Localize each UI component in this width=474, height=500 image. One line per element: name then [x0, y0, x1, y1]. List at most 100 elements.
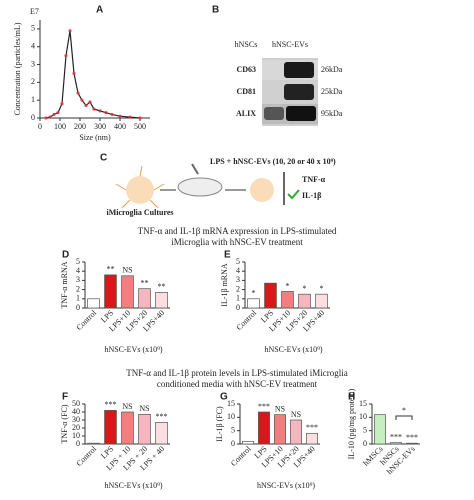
- panel-label: C: [100, 153, 107, 164]
- y-tick-label: 15: [359, 399, 367, 408]
- y-tick-label: 4: [76, 266, 80, 275]
- bar: [121, 275, 134, 309]
- y-tick-label: 15: [227, 399, 235, 408]
- significance: ***: [406, 433, 418, 442]
- significance: ***: [258, 402, 270, 411]
- y-tick-label: 2: [236, 284, 240, 293]
- x-axis-label: hNSC-EVs (x10⁹): [104, 345, 162, 354]
- bar: [306, 432, 318, 445]
- point: [60, 102, 64, 106]
- x-axis-label: hNSC-EVs (x10⁹): [104, 481, 162, 490]
- significance: **: [158, 282, 166, 291]
- point: [64, 54, 68, 58]
- bracket: [395, 415, 413, 420]
- x-tick-label: 0: [38, 122, 42, 131]
- blot-row-label: ALIX: [236, 109, 256, 118]
- pipette: [191, 163, 199, 175]
- x-axis-label: Size (nm): [79, 133, 111, 142]
- bar: [138, 288, 151, 309]
- y-tick-label: 4: [31, 42, 35, 51]
- significance: NS: [122, 402, 132, 411]
- y-tick-label: 0: [363, 439, 367, 448]
- panel-label: H: [348, 392, 355, 403]
- point: [104, 111, 108, 115]
- blot-band: [286, 106, 316, 121]
- y-tick-label: 20: [72, 423, 80, 432]
- point: [72, 71, 76, 76]
- bar: [274, 414, 286, 445]
- y-tick-label: 5: [76, 257, 80, 266]
- y-tick-label: 2: [31, 77, 35, 86]
- significance: **: [107, 265, 115, 274]
- bar: [87, 442, 100, 445]
- point: [92, 107, 96, 111]
- y-axis-label: TNF-α mRNA: [60, 261, 69, 308]
- bar: [104, 274, 117, 309]
- y-tick-label: 5: [231, 425, 235, 434]
- section-title: conditioned media with hNSC-EV treatment: [157, 379, 318, 389]
- y-tick-label: 2: [76, 284, 80, 293]
- bar: [138, 414, 151, 445]
- x-tick-label: 500: [134, 122, 146, 131]
- bar: [298, 293, 311, 309]
- point: [84, 103, 88, 108]
- section-title: iMicroglia with hNSC-EV treatment: [171, 237, 303, 247]
- y-tick-label: 0: [31, 113, 35, 122]
- significance: *: [402, 406, 406, 415]
- y-tick-label: 10: [227, 412, 235, 421]
- schematic-label: LPS + hNSC-EVs (10, 20 or 40 x 10⁹): [210, 157, 336, 166]
- blot-band: [264, 107, 284, 120]
- significance: ***: [306, 423, 318, 432]
- cell-processes: [115, 165, 165, 209]
- y-axis-label: TNF-α (FC): [60, 404, 69, 443]
- bar: [258, 411, 270, 445]
- x-tick-label: 400: [114, 122, 126, 131]
- bar: [390, 442, 402, 445]
- x-axis-label: hNSC-EVs (x10⁹): [257, 481, 315, 490]
- point: [88, 100, 92, 104]
- blot-size: 25kDa: [321, 87, 343, 96]
- schematic: iMicroglia Cultures LPS + hNSC-EVs (10, …: [106, 157, 336, 217]
- y-tick-label: 50: [72, 399, 80, 408]
- bar: [247, 298, 260, 309]
- significance: **: [141, 279, 149, 288]
- y-tick-label: 10: [72, 431, 80, 440]
- cell: [250, 178, 274, 202]
- y-axis-label: Concentration (particles/mL): [13, 22, 22, 115]
- significance: *: [286, 281, 290, 290]
- axis: [39, 20, 150, 119]
- point: [76, 91, 80, 95]
- bar: [315, 293, 328, 309]
- y-tick-label: 1: [76, 294, 80, 303]
- section-title: TNF-α and IL-1β protein levels in LPS-st…: [126, 368, 348, 378]
- point: [118, 114, 122, 118]
- point: [138, 116, 142, 120]
- significance: *: [320, 284, 324, 293]
- schematic-label: IL-1β: [302, 191, 321, 200]
- x-tick-label: 200: [74, 122, 86, 131]
- blot-column: hNSC-EVs: [272, 40, 308, 49]
- panel-label: E: [224, 250, 231, 261]
- bar: [104, 410, 117, 445]
- x-axis-label: hNSC-EVs (x10⁹): [264, 345, 322, 354]
- y-tick-label: 1: [31, 95, 35, 104]
- bar: [242, 440, 254, 445]
- bar: [155, 422, 168, 445]
- significance: ***: [390, 432, 402, 441]
- point: [56, 111, 60, 115]
- y-tick-label: 4: [236, 266, 240, 275]
- y-tick-label: 10: [359, 412, 367, 421]
- cell: [126, 176, 154, 204]
- panel-label: F: [62, 392, 68, 403]
- significance: NS: [291, 410, 301, 419]
- x-tick-label: 300: [94, 122, 106, 131]
- significance: ***: [105, 400, 117, 409]
- point: [80, 98, 84, 102]
- bar: [374, 414, 386, 445]
- blot-size: 26kDa: [321, 65, 343, 74]
- check: [287, 189, 300, 200]
- bar: [87, 298, 100, 309]
- significance: *: [252, 289, 256, 298]
- bar: [281, 291, 294, 309]
